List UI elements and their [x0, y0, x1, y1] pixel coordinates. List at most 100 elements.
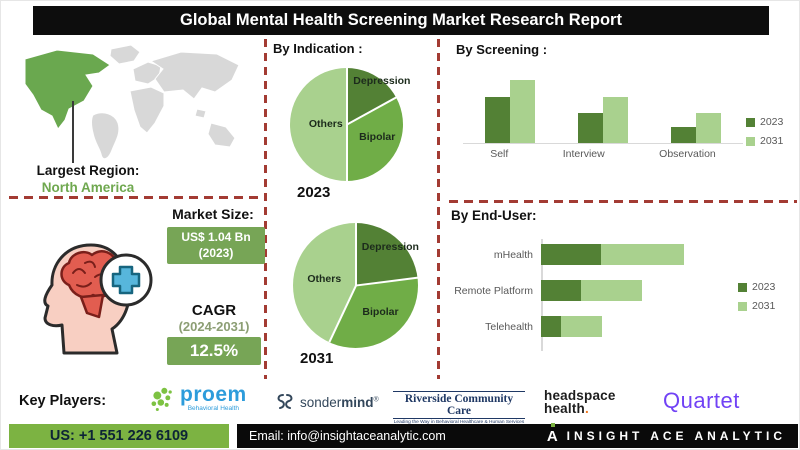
- bar-interview-2023: [577, 113, 603, 143]
- bar-group: [484, 80, 535, 143]
- segment-mhealth-2031: [601, 244, 684, 265]
- pie-slice-divider: [345, 68, 348, 125]
- quartet-name: Quartet: [663, 388, 740, 413]
- sondermind-name-bold: mind: [341, 394, 374, 410]
- pie-chart-2023: Depression Bipolar Others: [290, 68, 411, 181]
- segment-telehealth-2023: [541, 316, 561, 337]
- legend-label-2023: 2023: [760, 116, 784, 128]
- insightace-brand: A INSIGHT ACE ANALYTIC: [546, 422, 786, 445]
- legend-label-2023: 2023: [752, 281, 776, 293]
- region-connector-line: [72, 101, 74, 163]
- world-map: [24, 44, 240, 160]
- riverside-name: Riverside Community Care: [393, 391, 525, 419]
- map-australia: [207, 122, 236, 148]
- legend-label-2031: 2031: [752, 300, 776, 312]
- pie-slice-divider: [327, 285, 357, 343]
- riverside-tagline: Leading the Way in Behavioral Healthcare…: [393, 420, 525, 425]
- bar-observation-2023: [671, 127, 697, 143]
- market-size-value: US$ 1.04 Bn (2023): [167, 227, 265, 265]
- pie-year-2031: 2031: [300, 350, 334, 367]
- cagr-value: 12.5%: [167, 337, 261, 365]
- pie-slice-divider: [345, 124, 348, 181]
- screening-column-chart: Self Interview Observation: [463, 71, 743, 160]
- divider-v2: [437, 39, 440, 379]
- legend-swatch-2023: [746, 117, 755, 127]
- legend-swatch-2031: [746, 136, 755, 146]
- divider-right: [449, 200, 797, 203]
- brain-health-icon: [43, 243, 153, 355]
- bar-group: [671, 113, 722, 143]
- segment-remote-platform-2023: [541, 280, 581, 301]
- enduser-legend: 2023 2031: [738, 281, 775, 319]
- headspace-line1: headspace: [544, 388, 616, 403]
- quartet-logo: Quartet: [663, 388, 740, 414]
- report-title: Global Mental Health Screening Market Re…: [180, 11, 622, 29]
- headspace-line2: health: [544, 400, 585, 416]
- pie-slice-label: Depression: [353, 74, 411, 87]
- by-indication-title: By Indication :: [273, 41, 363, 56]
- map-greenland: [109, 44, 141, 65]
- enduser-bar-chart: mHealth Remote Platform Telehealth: [448, 244, 758, 352]
- by-screening-title: By Screening :: [456, 42, 548, 57]
- pie-slice-divider: [354, 223, 357, 286]
- segment-remote-platform-2031: [581, 280, 642, 301]
- sondermind-knot-icon: [277, 394, 293, 409]
- legend-item-2031: 2031: [746, 135, 783, 147]
- headspace-logo: headspace health.: [544, 388, 616, 416]
- largest-region-block: Largest Region: North America: [23, 163, 153, 197]
- bar-self-2031: [509, 80, 535, 143]
- market-size-label: Market Size:: [172, 206, 254, 222]
- pie-slice-divider: [355, 276, 418, 287]
- proem-name: proem: [180, 382, 247, 406]
- email-text: Email: info@insightaceanalytic.com: [249, 429, 446, 443]
- category-label: mHealth: [493, 248, 533, 261]
- sondermind-reg-mark: ®: [373, 396, 379, 403]
- stacked-bar: [541, 280, 642, 301]
- bar-interview-2031: [602, 97, 628, 143]
- sondermind-logo: sondermind®: [275, 392, 379, 412]
- sondermind-name-regular: sonder: [300, 394, 342, 410]
- pie-slice-label: Others: [308, 117, 343, 130]
- pie-slice-label: Others: [307, 273, 342, 286]
- cagr-label: CAGR: [191, 302, 237, 319]
- bar-group: [577, 97, 628, 143]
- legend-item-2023: 2023: [746, 116, 783, 128]
- legend-swatch-2023: [738, 282, 747, 292]
- legend-swatch-2031: [738, 301, 747, 311]
- pie-slice-label: Bipolar: [362, 305, 399, 318]
- phone-number: US: +1 551 226 6109: [49, 428, 189, 444]
- logo-letter: A: [546, 427, 558, 445]
- bar-self-2023: [484, 97, 510, 143]
- map-south-america: [91, 112, 120, 160]
- report-title-bar: Global Mental Health Screening Market Re…: [33, 6, 769, 35]
- phone-banner: US: +1 551 226 6109: [9, 424, 229, 448]
- largest-region-name: North America: [41, 179, 135, 195]
- hbar-row: Remote Platform: [448, 280, 758, 301]
- hbar-row: mHealth: [448, 244, 758, 265]
- cagr-period: (2024-2031): [178, 319, 250, 334]
- medical-cross-icon: [111, 265, 141, 295]
- divider-left: [9, 196, 259, 199]
- proem-tagline: Behavioral Health: [187, 405, 239, 413]
- legend-item-2023: 2023: [738, 281, 775, 293]
- map-asia: [149, 51, 240, 100]
- map-north-america: [24, 49, 111, 130]
- legend-label-2031: 2031: [760, 135, 784, 147]
- category-label: Interview: [562, 148, 605, 160]
- pie-slice-divider: [346, 96, 397, 126]
- category-label: Remote Platform: [454, 284, 533, 297]
- brand-name: INSIGHT ACE ANALYTIC: [566, 429, 786, 443]
- screening-legend: 2023 2031: [746, 116, 783, 154]
- pie-year-2023: 2023: [297, 184, 331, 201]
- legend-item-2031: 2031: [738, 300, 775, 312]
- headspace-orange-dot: .: [584, 400, 589, 416]
- by-enduser-title: By End-User:: [451, 208, 537, 223]
- stacked-bar: [541, 244, 684, 265]
- hbar-row: Telehealth: [448, 316, 758, 337]
- riverside-logo: Riverside Community Care Leading the Way…: [393, 391, 525, 425]
- map-africa: [129, 86, 165, 134]
- segment-telehealth-2031: [561, 316, 602, 337]
- pie-chart-2031: Depression Bipolar Others: [293, 223, 419, 348]
- key-players-label: Key Players:: [19, 393, 107, 409]
